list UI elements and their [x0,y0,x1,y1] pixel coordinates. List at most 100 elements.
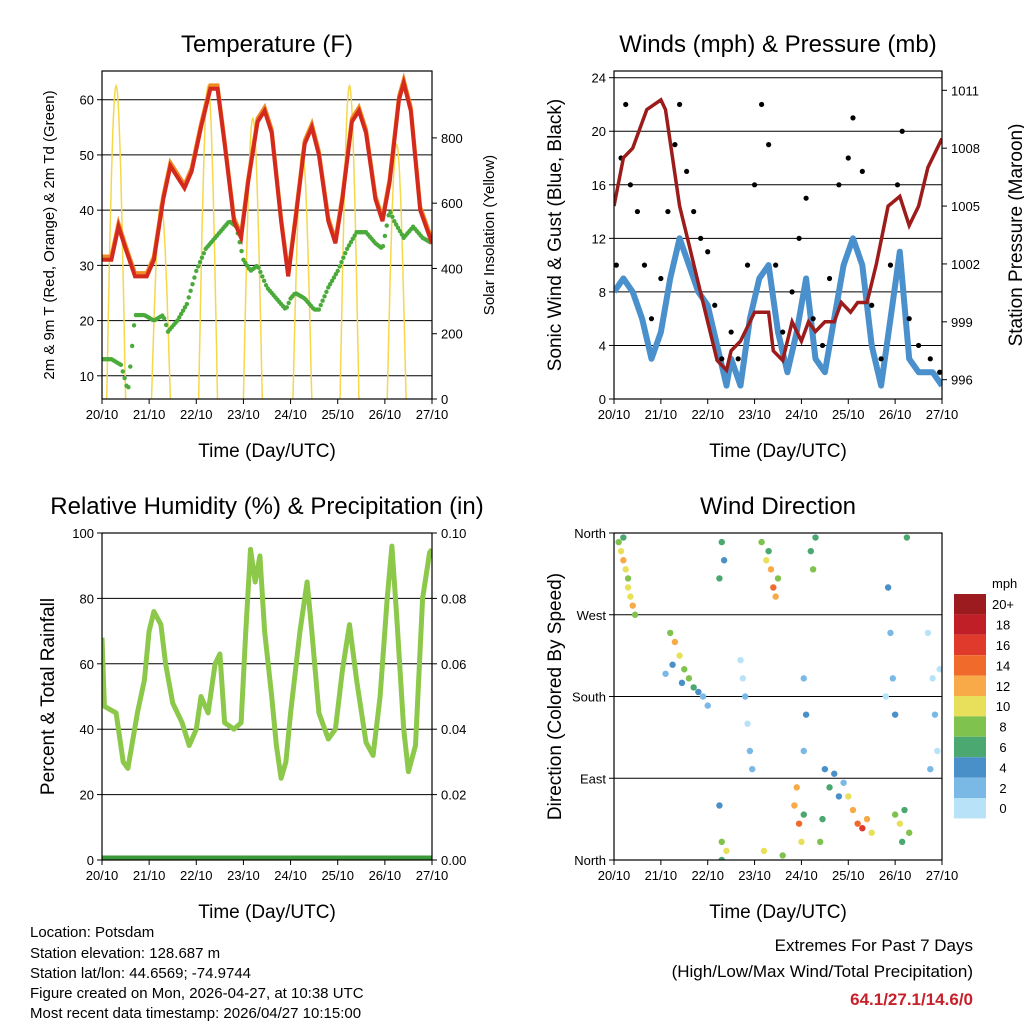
wind-direction-data [615,534,942,860]
dewpoint-point [339,259,344,265]
direction-point [737,656,744,664]
gust-point [672,142,678,148]
direction-point [854,820,861,827]
y-tick-label: 16 [592,178,606,193]
dewpoint-point [128,364,133,369]
y2-tick-label: 800 [441,131,463,146]
direction-point [891,811,899,818]
dewpoint-point [239,248,244,254]
y2-tick-label: 600 [441,196,463,211]
dewpoint-point [256,265,261,270]
solar-insolation-arch [150,201,172,399]
y2-tick-label: 400 [441,261,463,276]
legend-label: 18 [996,618,1010,633]
humidity-x-axis-title: Time (Day/UTC) [198,902,336,923]
y2-tick-label: 996 [951,373,973,388]
direction-point [800,747,807,755]
direction-point [718,538,725,546]
gust-point [810,316,816,322]
direction-point [742,693,749,700]
winds-x-axis-title: Time (Day/UTC) [709,441,847,462]
dewpoint-point [390,214,395,219]
y2-tick-label: 1008 [951,141,980,156]
gust-point [773,262,779,268]
direction-point [887,629,894,637]
direction-point [667,629,674,637]
direction-point [624,584,632,591]
direction-point [760,847,768,855]
humidity-y-axis-title: Percent & Total Rainfall [38,598,59,795]
dewpoint-point [186,295,191,300]
y-tick-label: 24 [592,71,606,86]
gust-point [691,208,697,215]
direction-point [779,852,786,859]
x-tick-label: 25/10 [321,407,354,422]
y2-tick-label: 1005 [951,199,980,214]
dewpoint-point [163,322,169,328]
direction-point [931,711,939,718]
direction-point [770,584,777,591]
gust-point [623,101,629,108]
dewpoint-point [326,285,331,290]
y2-tick-label: 200 [441,327,463,342]
direction-point [624,575,632,582]
y-tick-label: 60 [80,93,94,108]
x-tick-label: 21/10 [133,407,166,422]
gust-point [899,128,905,134]
temperature-data [102,72,432,399]
gust-point [887,262,894,268]
y2-tick-label: 0.06 [441,657,466,672]
legend-label: 10 [996,699,1010,714]
y-tick-label: 20 [80,788,94,803]
wind-direction-y-axis-title: Direction (Colored By Speed) [545,573,566,820]
direction-point [903,534,911,541]
direction-point [631,611,639,618]
dewpoint-point [182,305,188,310]
gust-point [719,356,725,362]
dewpoint-point [318,302,323,308]
dewpoint-point [352,233,357,238]
y-tick-label: 40 [80,722,94,737]
legend-swatch [954,696,986,717]
y-tick-label: 20 [80,314,94,329]
x-tick-label: 24/10 [785,868,818,883]
legend-swatch [954,736,986,758]
gust-point [850,115,856,121]
direction-point [793,784,800,791]
dewpoint-point [162,316,167,321]
y-tick-label: 40 [80,203,94,218]
y2-tick-label: 0.10 [441,526,466,541]
dewpoint-point [322,294,327,299]
direction-point [622,566,629,573]
y-tick-label: 80 [80,591,94,606]
direction-point [669,661,676,668]
dewpoint-point [316,307,322,312]
gust-point [836,182,842,188]
humidity-title: Relative Humidity (%) & Precipitation (i… [50,493,483,520]
x-tick-label: 20/10 [598,407,631,422]
legend-label: 0 [999,801,1006,816]
x-tick-label: 21/10 [645,407,678,422]
solar-insolation-arch [386,142,407,399]
x-tick-label: 22/10 [180,868,213,883]
direction-point [699,693,707,700]
dewpoint-point [120,369,125,374]
gust-point [627,182,634,188]
y2-tick-label: 0.08 [441,591,466,606]
pressure-line [614,97,942,374]
direction-point [835,793,843,800]
legend-swatch [954,634,986,656]
dewpoint-point [192,275,197,280]
dewpoint-point [199,255,205,260]
temperature-y2-axis-title: Solar Insolation (Yellow) [481,155,498,315]
x-tick-label: 22/10 [691,868,724,883]
solar-insolation-arch [292,149,313,399]
direction-point [934,747,941,755]
y2-tick-label: 999 [951,315,973,330]
x-tick-label: 25/10 [832,868,865,883]
x-tick-label: 21/10 [645,868,678,883]
direction-point [840,779,847,786]
legend-label: 20+ [992,597,1014,612]
x-tick-label: 24/10 [274,868,307,883]
temp-2m-line [102,75,432,279]
